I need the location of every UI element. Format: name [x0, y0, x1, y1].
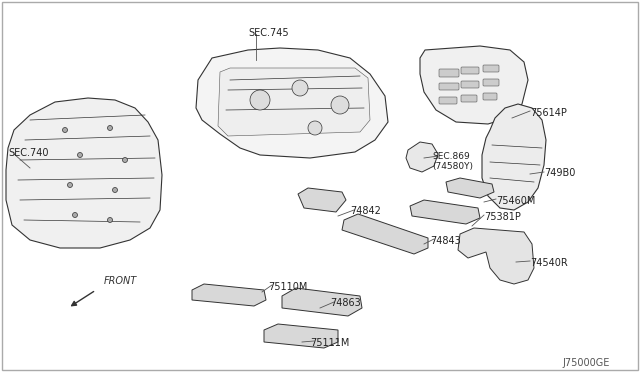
Circle shape: [331, 96, 349, 114]
Polygon shape: [196, 48, 388, 158]
Text: 75381P: 75381P: [484, 212, 521, 222]
Circle shape: [108, 218, 113, 222]
FancyBboxPatch shape: [483, 79, 499, 86]
Polygon shape: [218, 68, 370, 136]
Text: 75460M: 75460M: [496, 196, 536, 206]
Circle shape: [72, 212, 77, 218]
Polygon shape: [410, 200, 480, 224]
Circle shape: [122, 157, 127, 163]
Text: 74843: 74843: [430, 236, 461, 246]
Polygon shape: [264, 324, 338, 348]
Polygon shape: [342, 214, 428, 254]
Text: FRONT: FRONT: [104, 276, 137, 286]
Circle shape: [250, 90, 270, 110]
Circle shape: [77, 153, 83, 157]
Polygon shape: [6, 98, 162, 248]
Text: 75111M: 75111M: [310, 338, 349, 348]
FancyBboxPatch shape: [483, 65, 499, 72]
Text: 75110M: 75110M: [268, 282, 307, 292]
Polygon shape: [458, 228, 534, 284]
Circle shape: [108, 125, 113, 131]
FancyBboxPatch shape: [461, 81, 479, 88]
FancyBboxPatch shape: [461, 95, 477, 102]
Text: 74842: 74842: [350, 206, 381, 216]
Text: 75614P: 75614P: [530, 108, 567, 118]
Text: 74540R: 74540R: [530, 258, 568, 268]
Circle shape: [113, 187, 118, 192]
Text: 74863: 74863: [330, 298, 361, 308]
FancyBboxPatch shape: [439, 97, 457, 104]
Text: 749B0: 749B0: [544, 168, 575, 178]
Circle shape: [63, 128, 67, 132]
Polygon shape: [282, 288, 362, 316]
Text: J75000GE: J75000GE: [563, 358, 610, 368]
Circle shape: [292, 80, 308, 96]
Circle shape: [308, 121, 322, 135]
Polygon shape: [482, 104, 546, 210]
Text: SEC.869: SEC.869: [432, 152, 470, 161]
FancyBboxPatch shape: [439, 69, 459, 77]
FancyBboxPatch shape: [439, 83, 459, 90]
Polygon shape: [406, 142, 438, 172]
Circle shape: [67, 183, 72, 187]
Text: (74580Y): (74580Y): [432, 162, 473, 171]
FancyBboxPatch shape: [483, 93, 497, 100]
Polygon shape: [192, 284, 266, 306]
Polygon shape: [446, 178, 494, 198]
Polygon shape: [420, 46, 528, 124]
Text: SEC.740: SEC.740: [8, 148, 49, 158]
Text: SEC.745: SEC.745: [248, 28, 289, 38]
Polygon shape: [298, 188, 346, 212]
FancyBboxPatch shape: [461, 67, 479, 74]
